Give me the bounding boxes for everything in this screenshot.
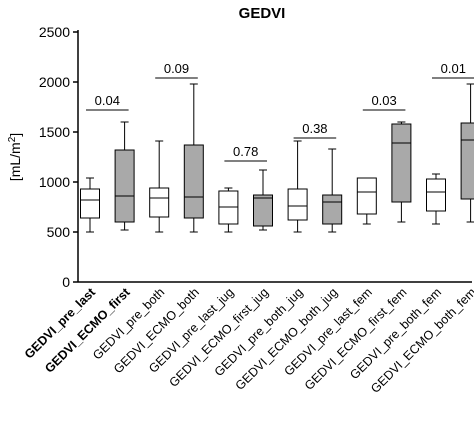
y-tick-label: 2000: [39, 74, 70, 90]
iqr-box: [253, 194, 273, 227]
box-plot-GEDVI_pre_last_jug: [218, 187, 239, 233]
iqr-box: [80, 188, 100, 219]
y-axis-label-end: ]: [7, 133, 23, 137]
iqr-box: [322, 194, 343, 225]
y-tick-label: 1500: [39, 124, 70, 140]
p-value-label: 0.03: [371, 93, 396, 108]
iqr-box: [149, 187, 170, 218]
box-plots: [80, 83, 474, 233]
box-plot-GEDVI_pre_both: [149, 140, 170, 233]
p-value-label: 0.09: [164, 61, 189, 76]
significance-annotations: 0.04 0.09 0.78 0.38 0.03 0.01: [86, 61, 474, 162]
y-tick-label: 2500: [39, 24, 70, 40]
p-value-label: 0.38: [302, 121, 327, 136]
iqr-box: [460, 122, 474, 200]
box-plot-GEDVI_pre_both_fem: [426, 173, 446, 225]
y-tick-label: 500: [47, 224, 71, 240]
y-axis-label-main: [mL/m: [7, 142, 23, 181]
box-plot-GEDVI_ECMO_both: [183, 83, 204, 233]
box-plot-GEDVI_pre_both_jug: [287, 140, 308, 233]
iqr-box: [391, 123, 412, 203]
box-plot-GEDVI_ECMO_first_fem: [391, 121, 412, 223]
p-value-label: 0.78: [233, 144, 258, 159]
p-value-label: 0.01: [441, 61, 466, 76]
box-plot-GEDVI_ECMO_first_jug: [253, 169, 273, 231]
box-plot-GEDVI_pre_last_fem: [356, 177, 377, 225]
iqr-box: [426, 178, 446, 212]
chart-title: GEDVI: [239, 5, 286, 22]
iqr-box: [356, 177, 377, 215]
iqr-box: [114, 149, 135, 223]
iqr-box: [183, 144, 204, 219]
x-axis-tick-labels: GEDVI_pre_lastGEDVI_ECMO_firstGEDVI_pre_…: [22, 285, 474, 396]
iqr-box: [287, 188, 308, 221]
box-plot-GEDVI_ECMO_first: [114, 121, 135, 231]
y-tick-label: 1000: [39, 174, 70, 190]
box-plot-GEDVI_ECMO_both_jug: [322, 148, 343, 233]
y-axis-label-superscript: 2: [7, 136, 18, 142]
y-axis-ticks: 0 500 1000 1500 2000 2500: [39, 24, 78, 290]
y-axis-label: [mL/m2]: [7, 133, 23, 181]
p-value-label: 0.04: [95, 93, 120, 108]
box-plot-GEDVI_ECMO_both_fem: [460, 83, 474, 223]
box-plot-GEDVI_pre_last: [80, 177, 100, 233]
y-tick-label: 0: [62, 274, 70, 290]
